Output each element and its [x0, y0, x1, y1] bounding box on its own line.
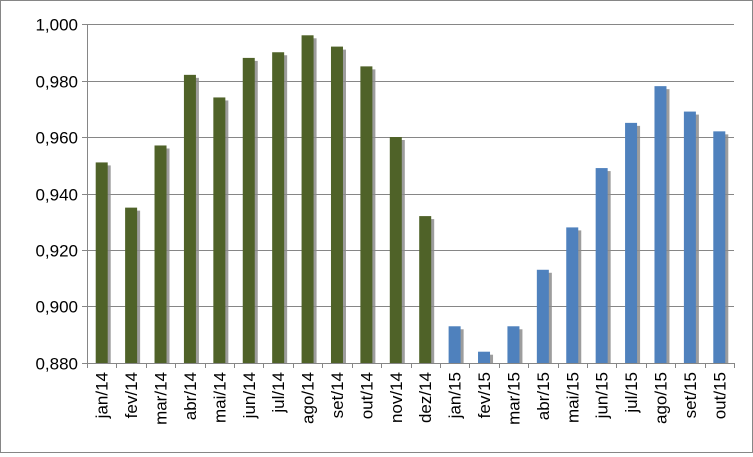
x-tick-label: fev/15 — [475, 372, 494, 418]
bar — [154, 145, 167, 363]
x-tick-label: jan/14 — [93, 372, 112, 419]
y-tick-label: 0,960 — [35, 129, 78, 148]
x-tick-label: ago/15 — [651, 372, 670, 424]
bar — [360, 66, 373, 363]
x-tick-label: mai/14 — [210, 372, 229, 423]
bar — [448, 326, 461, 363]
x-tick-label: jan/15 — [446, 372, 465, 419]
bar — [683, 111, 696, 363]
bar — [242, 57, 255, 364]
y-tick-label: 1,000 — [35, 16, 78, 35]
bar — [301, 35, 314, 364]
y-tick-label: 0,940 — [35, 186, 78, 205]
x-tick-label: set/15 — [681, 372, 700, 418]
bars — [95, 35, 726, 364]
bar — [272, 52, 285, 363]
x-tick-label: abr/15 — [534, 372, 553, 420]
bar — [713, 131, 726, 363]
bar — [507, 326, 520, 363]
bar — [654, 86, 667, 364]
x-tick-label: mai/15 — [563, 372, 582, 423]
bar — [183, 74, 196, 363]
bar — [95, 162, 108, 363]
x-tick-label: jun/15 — [593, 372, 612, 419]
bar — [213, 97, 226, 363]
x-tick-label: jul/15 — [622, 372, 641, 414]
bar — [566, 227, 579, 363]
bar — [330, 46, 343, 363]
bar — [389, 137, 402, 363]
x-tick-label: out/15 — [710, 372, 729, 419]
y-tick-label: 0,920 — [35, 242, 78, 261]
y-tick-label: 0,900 — [35, 298, 78, 317]
x-tick-labels: jan/14 fev/14 mar/14 abr/14 mai/14 jun/14 jul/… — [93, 372, 730, 425]
y-tick-label: 0,880 — [35, 355, 78, 374]
bar — [478, 351, 491, 363]
x-tick-label: dez/14 — [416, 372, 435, 423]
bar — [125, 207, 138, 363]
x-tick-label: jul/14 — [269, 372, 288, 414]
bar — [419, 216, 432, 363]
x-tick-label: ago/14 — [299, 372, 318, 424]
x-tick-label: set/14 — [328, 372, 347, 418]
bar — [595, 168, 608, 363]
x-tick-label: mar/14 — [152, 372, 171, 425]
bar — [625, 122, 638, 363]
x-tick-label: nov/14 — [387, 372, 406, 423]
x-tick-label: jun/14 — [240, 372, 259, 419]
x-tick-label: fev/14 — [122, 372, 141, 418]
axes — [82, 24, 735, 368]
x-tick-label: abr/14 — [181, 372, 200, 420]
x-tick-label: out/14 — [357, 372, 376, 419]
bar — [536, 269, 549, 363]
x-tick-label: mar/15 — [504, 372, 523, 425]
y-tick-label: 0,980 — [35, 73, 78, 92]
y-tick-labels: 0,880 0,900 0,920 0,940 0,960 0,980 1,000 — [35, 16, 78, 374]
